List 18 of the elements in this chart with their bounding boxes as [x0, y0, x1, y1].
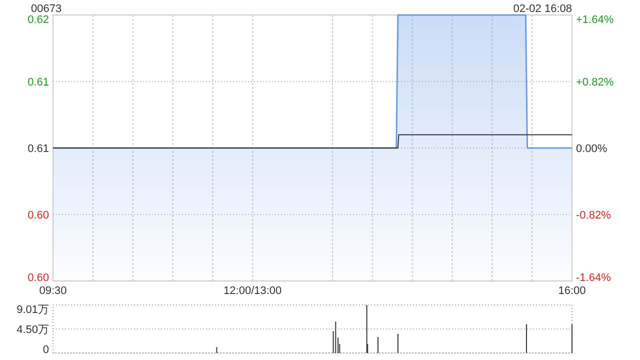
- y-tick-label: 4.50万: [16, 324, 49, 336]
- y-tick-label: 0.60: [28, 272, 49, 284]
- y2-tick-label: -0.82%: [576, 209, 612, 222]
- y-tick-label: 0.60: [28, 209, 49, 222]
- y2-tick-label: 0.00%: [576, 142, 608, 155]
- x-tick-label: 09:30: [39, 285, 67, 297]
- y-tick-label: 9.01万: [16, 304, 49, 316]
- y2-tick-label: +0.82%: [576, 76, 614, 88]
- x-tick-label: 12:00/13:00: [224, 285, 282, 297]
- y-tick-label: 0.62: [28, 14, 49, 26]
- y-tick-label: 0.61: [28, 142, 49, 155]
- annotation: 02-02 16:08: [513, 3, 572, 15]
- y-tick-label: 0.61: [28, 76, 49, 88]
- y2-tick-label: +1.64%: [576, 14, 614, 26]
- chart-title: 00673: [31, 3, 62, 15]
- y2-tick-label: -1.64%: [576, 272, 612, 284]
- y-tick-label: 0: [42, 344, 49, 356]
- x-tick-label: 16:00: [558, 285, 586, 297]
